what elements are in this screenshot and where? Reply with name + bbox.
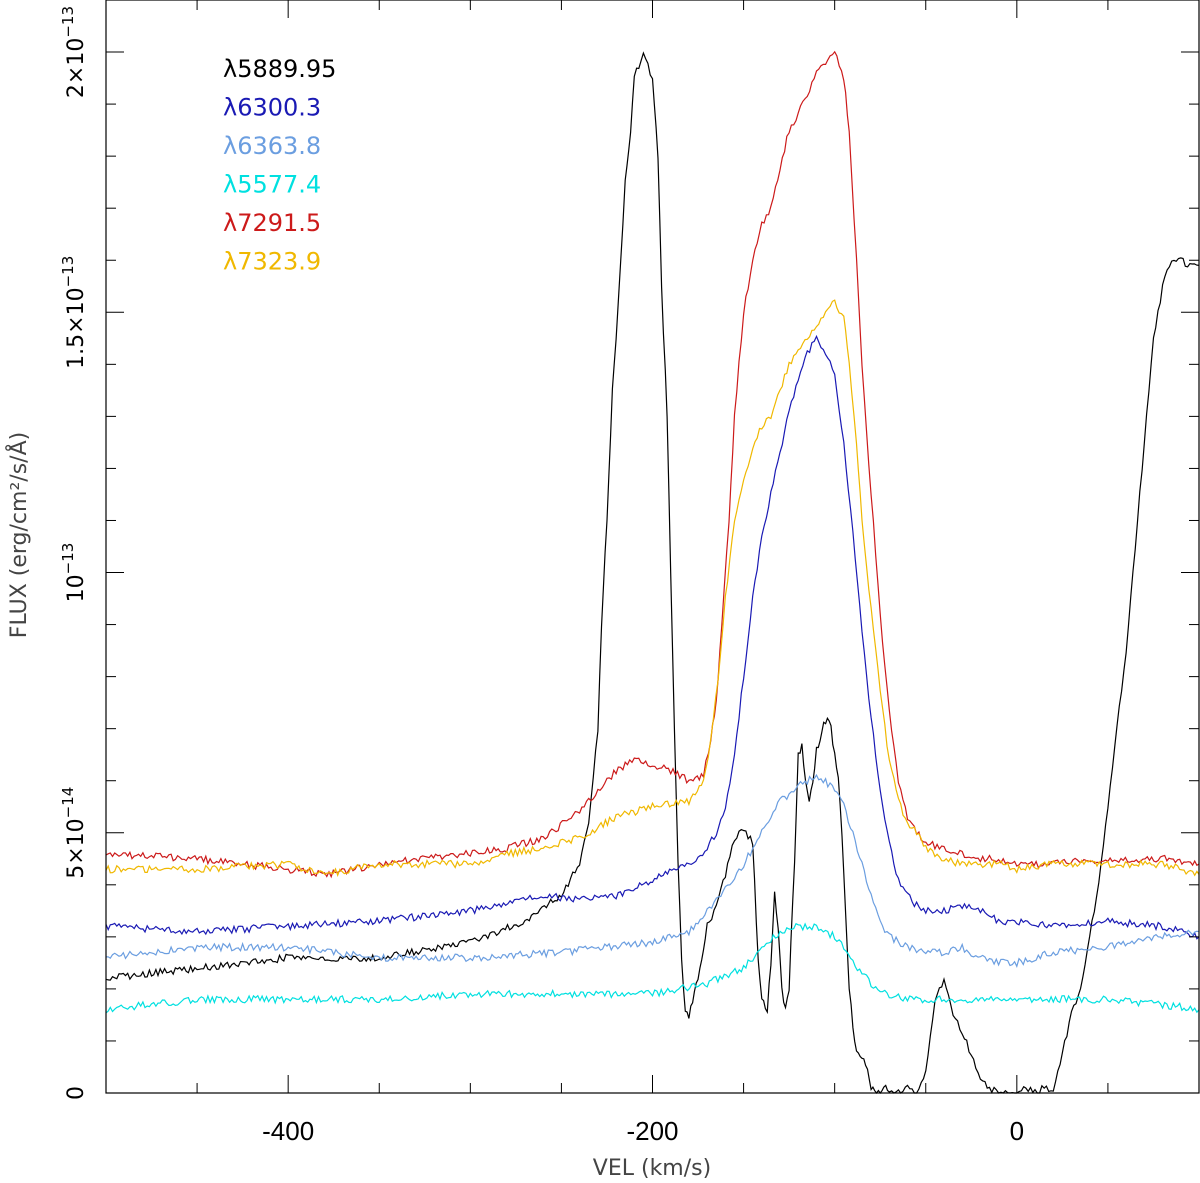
legend-entry: λ7323.9	[223, 248, 321, 276]
y-tick-labels: 0 5×10−14 10−13 1.5×10−13 2×10−13	[59, 6, 89, 1100]
y-axis-label: FLUX (erg/cm²/s/Å)	[5, 432, 32, 638]
y-tick-label: 10−13	[59, 543, 89, 603]
series-line-5	[105, 299, 1200, 877]
x-tick-labels: -400 -200 0	[262, 1116, 1024, 1146]
series-line-3	[105, 922, 1200, 1014]
x-tick-label: -400	[262, 1116, 314, 1146]
series-line-4	[105, 50, 1200, 879]
legend-entry: λ6300.3	[223, 94, 321, 122]
legend-entry: λ6363.8	[223, 132, 321, 160]
legend-entry: λ5577.4	[223, 171, 321, 199]
plot-frame	[105, 0, 1200, 1094]
y-tick-label: 0	[64, 1086, 89, 1100]
y-tick-label: 2×10−13	[59, 6, 89, 98]
x-tick-label: 0	[1010, 1116, 1024, 1146]
series-layer	[105, 50, 1200, 1094]
y-tick-label: 1.5×10−13	[59, 256, 89, 369]
series-line-1	[105, 334, 1200, 940]
y-tick-label: 5×10−14	[59, 787, 89, 879]
series-line-2	[105, 773, 1200, 968]
legend-entry: λ7291.5	[223, 209, 321, 237]
x-axis-label: VEL (km/s)	[593, 1156, 711, 1181]
legend: λ5889.95 λ6300.3 λ6363.8 λ5577.4 λ7291.5 λ732…	[223, 55, 336, 276]
ticks-layer	[105, 0, 1200, 1094]
series-line-0	[105, 51, 1200, 1094]
x-tick-label: -200	[626, 1116, 678, 1146]
legend-entry: λ5889.95	[223, 55, 336, 83]
